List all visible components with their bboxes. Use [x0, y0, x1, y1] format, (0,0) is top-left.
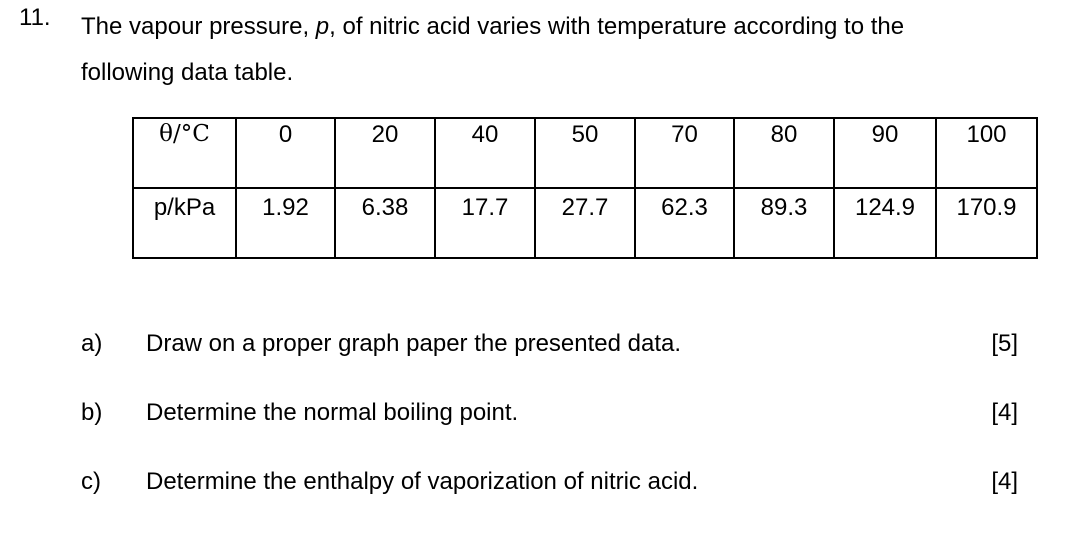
table-header-cell-pressure: p/kPa: [132, 187, 237, 259]
part-a: a) Draw on a proper graph paper the pres…: [0, 330, 1080, 360]
cell-text: 0: [278, 121, 293, 148]
table-cell: 80: [733, 117, 835, 189]
table-cell: 6.38: [334, 187, 436, 259]
table-cell: 40: [434, 117, 536, 189]
table-cell: 20: [334, 117, 436, 189]
cell-text: 40: [471, 121, 499, 148]
part-text: Determine the enthalpy of vaporization o…: [146, 468, 699, 495]
part-label: a): [81, 330, 103, 357]
cell-text: 89.3: [760, 194, 808, 221]
stem-text-start: The vapour pressure,: [81, 13, 316, 40]
cell-text: θ/°C: [159, 121, 210, 147]
cell-text: 100: [966, 121, 1007, 148]
part-text: Determine the normal boiling point.: [146, 399, 519, 426]
cell-text: 1.92: [262, 194, 309, 221]
question-number: 11.: [19, 4, 51, 31]
stem-text-end: , of nitric acid varies with temperature…: [329, 13, 905, 40]
table-row-pressure: p/kPa 1.92 6.38 17.7 27.7 62.3 89.3 124.…: [132, 187, 1038, 259]
stem-variable-p: p: [315, 13, 330, 40]
table-cell: 70: [634, 117, 735, 189]
data-table: θ/°C 0 20 40 50 70 80 90 100 p/kPa 1.92 …: [132, 117, 1038, 259]
cell-text: 27.7: [561, 194, 609, 221]
table-cell: 27.7: [534, 187, 636, 259]
cell-text: 62.3: [661, 194, 708, 221]
cell-text: 17.7: [461, 194, 509, 221]
cell-text: 90: [871, 121, 899, 148]
table-cell: 124.9: [833, 187, 937, 259]
table-cell: 89.3: [733, 187, 835, 259]
part-label: c): [81, 468, 101, 495]
table-cell: 170.9: [935, 187, 1038, 259]
table-cell: 1.92: [235, 187, 336, 259]
part-marks: [4]: [991, 399, 1018, 426]
cell-text: 70: [671, 121, 698, 148]
table-cell: 17.7: [434, 187, 536, 259]
table-cell: 100: [935, 117, 1038, 189]
table-cell: 90: [833, 117, 937, 189]
table-header-cell-temperature: θ/°C: [132, 117, 237, 189]
question-stem: The vapour pressure, p, of nitric acid v…: [81, 4, 1041, 96]
part-label: b): [81, 399, 103, 426]
cell-text: 170.9: [956, 194, 1017, 221]
cell-text: 20: [371, 121, 399, 148]
stem-line-2: following data table.: [81, 59, 294, 86]
table-cell: 0: [235, 117, 336, 189]
part-marks: [5]: [991, 330, 1018, 357]
table-row-temperature: θ/°C 0 20 40 50 70 80 90 100: [132, 117, 1038, 189]
cell-text: 6.38: [361, 194, 409, 221]
part-c: c) Determine the enthalpy of vaporizatio…: [0, 468, 1080, 498]
stem-line-1: The vapour pressure, p, of nitric acid v…: [81, 4, 1041, 50]
part-b: b) Determine the normal boiling point. […: [0, 399, 1080, 429]
cell-text: 80: [770, 121, 798, 148]
part-marks: [4]: [991, 468, 1018, 495]
table-cell: 62.3: [634, 187, 735, 259]
cell-text: p/kPa: [153, 194, 216, 221]
cell-text: 124.9: [854, 194, 916, 221]
table-cell: 50: [534, 117, 636, 189]
part-text: Draw on a proper graph paper the present…: [146, 330, 682, 357]
cell-text: 50: [571, 121, 599, 148]
